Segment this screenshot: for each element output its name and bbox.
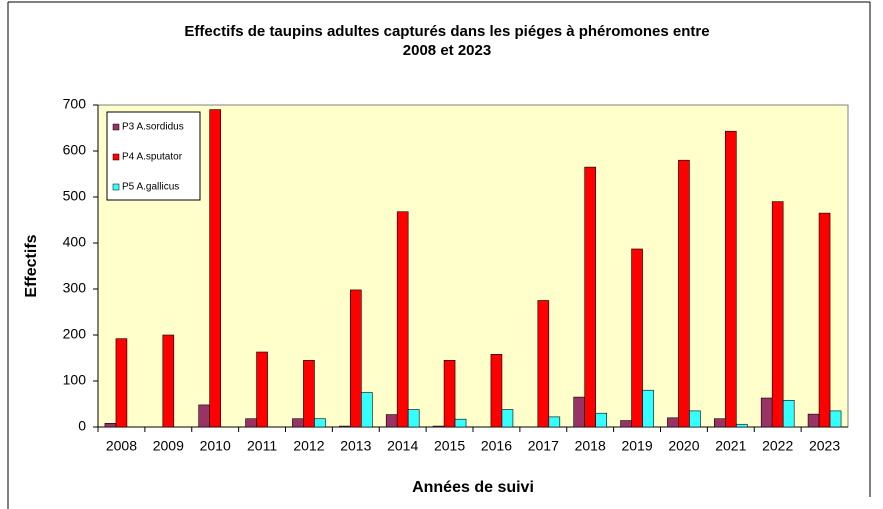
bar — [198, 404, 210, 428]
bar — [678, 159, 690, 428]
x-tick-label: 2013 — [340, 438, 371, 454]
bar — [642, 389, 654, 428]
y-tick-label: 500 — [63, 188, 87, 204]
bar — [350, 289, 362, 428]
bar — [584, 166, 596, 428]
x-tick-label: 2021 — [715, 438, 746, 454]
y-tick-label: 700 — [63, 96, 87, 112]
bar — [736, 423, 748, 428]
legend-label: P3 A.sordidus — [122, 122, 184, 133]
bar — [829, 410, 842, 428]
x-tick-label: 2011 — [247, 438, 277, 454]
bar — [256, 351, 268, 428]
x-tick-label: 2017 — [528, 438, 559, 454]
x-tick-label: 2018 — [575, 438, 606, 454]
bar — [162, 334, 175, 428]
y-tick-label: 200 — [63, 326, 87, 342]
bar — [771, 201, 784, 428]
legend-swatch — [112, 123, 120, 131]
bar — [396, 211, 409, 428]
legend-label: P5 A.gallicus — [122, 182, 179, 193]
legend-swatch — [112, 183, 120, 191]
chart-title: 2008 et 2023 — [403, 42, 491, 59]
y-tick-label: 100 — [63, 372, 87, 388]
bar — [818, 212, 831, 428]
legend-swatch — [112, 153, 120, 161]
bar — [760, 397, 773, 428]
x-tick-label: 2012 — [293, 438, 324, 454]
bar — [303, 359, 315, 428]
bar — [245, 418, 257, 428]
x-tick-label: 2009 — [153, 438, 184, 454]
y-tick-label: 0 — [78, 418, 86, 434]
bar — [454, 418, 467, 428]
y-axis-title: Effectifs — [23, 234, 40, 297]
bar — [314, 418, 326, 428]
bar — [620, 420, 632, 428]
bar — [104, 423, 117, 428]
bar — [807, 413, 820, 428]
y-tick-label: 600 — [63, 142, 87, 158]
bar — [292, 418, 304, 428]
bar — [490, 354, 503, 428]
x-tick-label: 2015 — [434, 438, 465, 454]
bar — [573, 396, 585, 428]
bar — [631, 248, 643, 428]
bar — [115, 338, 128, 428]
x-tick-label: 2022 — [762, 438, 793, 454]
bar — [209, 109, 221, 428]
y-tick-label: 300 — [63, 280, 87, 296]
bar — [548, 416, 561, 428]
x-tick-label: 2010 — [200, 438, 231, 454]
y-tick-label: 400 — [63, 234, 87, 250]
bar — [725, 130, 737, 428]
x-tick-label: 2014 — [387, 438, 418, 454]
bar — [714, 418, 726, 428]
bar — [667, 417, 679, 428]
bar — [782, 400, 795, 428]
bar — [339, 425, 351, 428]
x-axis-title: Années de suivi — [412, 479, 534, 496]
x-tick-label: 2023 — [809, 438, 840, 454]
bar — [407, 409, 420, 428]
bar — [537, 300, 550, 428]
plot-area — [97, 104, 849, 428]
legend-box — [106, 111, 201, 201]
bar — [443, 359, 456, 428]
x-tick-label: 2019 — [621, 438, 652, 454]
bar — [361, 392, 373, 428]
bar — [385, 414, 398, 428]
bar — [432, 425, 445, 428]
bar — [689, 410, 701, 428]
bar — [501, 409, 514, 428]
x-tick-label: 2020 — [668, 438, 699, 454]
legend-label: P4 A.sputator — [122, 152, 183, 163]
chart-title: Effectifs de taupins adultes capturés da… — [184, 23, 709, 40]
x-tick-label: 2016 — [481, 438, 512, 454]
x-tick-label: 2008 — [106, 438, 137, 454]
bar — [595, 412, 607, 428]
